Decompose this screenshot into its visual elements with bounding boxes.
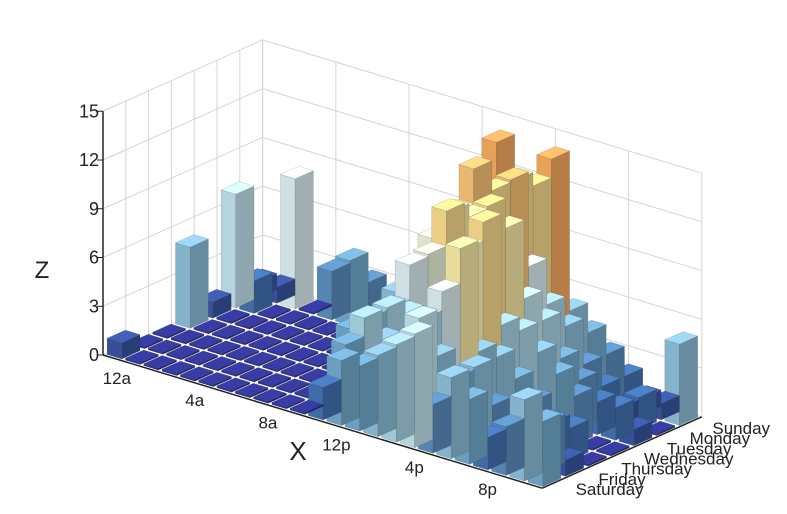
bar <box>211 324 246 340</box>
bar <box>215 308 251 325</box>
bar <box>202 356 237 372</box>
bar <box>307 374 343 421</box>
y-tick-label: Saturday <box>576 480 645 499</box>
z-tick-label: 3 <box>89 296 99 316</box>
x-tick-label: 8p <box>478 480 497 499</box>
bar <box>252 388 288 404</box>
bar <box>298 299 333 315</box>
z-tick-label: 6 <box>89 248 99 268</box>
bar <box>252 320 287 336</box>
bar <box>206 340 242 356</box>
x-tick-label: 12p <box>322 436 350 455</box>
bar <box>161 360 196 376</box>
x-tick-label: 12a <box>103 369 132 388</box>
bar <box>142 355 178 371</box>
bar <box>234 383 269 399</box>
bar <box>293 315 328 331</box>
y-tick-label: Wednesday <box>644 450 734 469</box>
grid-line <box>102 136 263 210</box>
bar <box>266 341 301 357</box>
z-tick-label: 15 <box>79 101 99 121</box>
y-tick-label: Monday <box>690 429 751 448</box>
z-tick-label: 12 <box>79 150 99 170</box>
bar <box>124 349 160 365</box>
bar <box>106 329 141 360</box>
bar <box>284 346 319 363</box>
axis-line <box>102 354 543 489</box>
z-axis-label: Z <box>35 257 50 284</box>
y-tick-label: Thursday <box>621 460 692 479</box>
bar <box>179 366 214 382</box>
bar <box>257 372 292 388</box>
bar-layer <box>106 129 699 487</box>
grid-line <box>102 88 263 161</box>
bar <box>216 377 251 393</box>
y-tick-label: Friday <box>598 470 646 489</box>
bar <box>243 351 278 367</box>
bar <box>151 323 187 339</box>
bar <box>165 345 201 361</box>
bar <box>280 362 315 378</box>
bar <box>256 304 292 320</box>
bar <box>261 357 297 373</box>
bar <box>234 314 269 330</box>
grid-line <box>262 39 702 174</box>
bar <box>275 309 310 325</box>
bar <box>225 345 260 362</box>
bar <box>170 329 205 345</box>
bar <box>174 234 210 329</box>
x-tick-label: 8a <box>258 413 277 432</box>
bar <box>595 441 631 457</box>
y-tick-label: Sunday <box>712 419 770 438</box>
bar <box>279 166 315 310</box>
x-axis-label: X <box>289 436 306 466</box>
bar <box>270 325 306 341</box>
bar <box>289 331 324 347</box>
bar <box>220 361 256 377</box>
bar <box>193 319 228 335</box>
x-tick-label: 4p <box>405 458 424 477</box>
z-tick-label: 9 <box>89 199 99 219</box>
grid-line <box>102 39 263 112</box>
x-tick-label: 4a <box>185 391 204 410</box>
y-tick-label: Tuesday <box>667 439 732 458</box>
bar <box>238 367 274 383</box>
z-tick-label: 0 <box>89 345 99 365</box>
bar <box>229 330 265 346</box>
bar <box>147 339 182 355</box>
bar <box>271 394 306 410</box>
bar <box>197 371 233 388</box>
bar <box>289 399 324 415</box>
axis-line <box>541 416 703 489</box>
axis-labels: 0 3 6 9 12 15 12a 4a 8a 12p 4p 8p SaturdayFridayThur… <box>79 101 771 499</box>
bar <box>247 335 283 351</box>
bar <box>188 334 223 351</box>
bar <box>184 350 219 366</box>
bar <box>220 181 255 309</box>
